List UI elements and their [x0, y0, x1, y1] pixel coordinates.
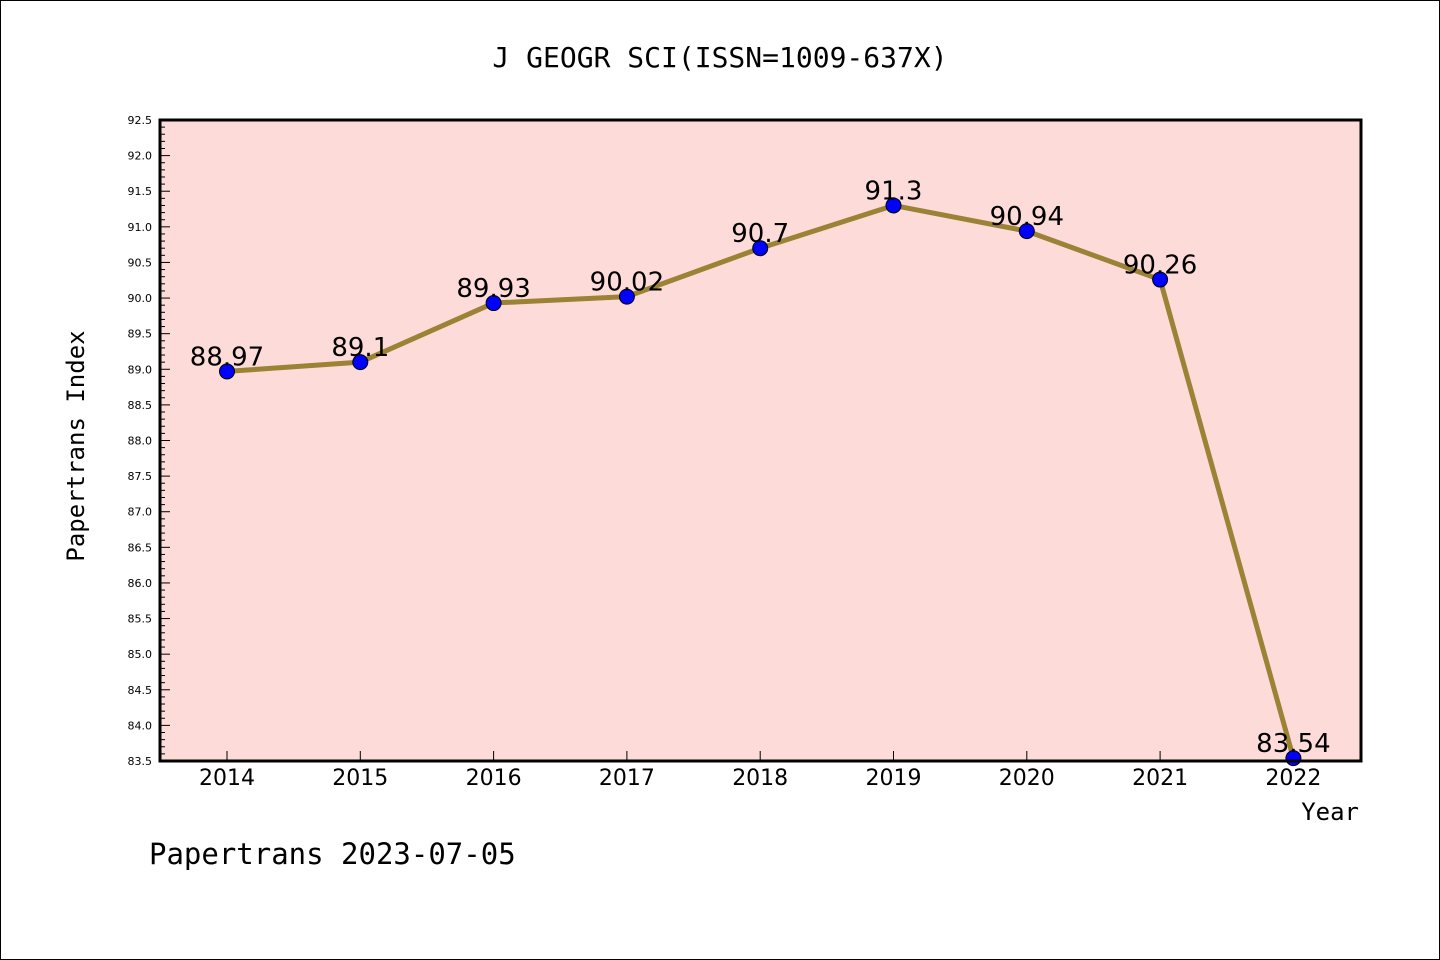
y-tick-label: 90.0: [128, 292, 153, 305]
x-tick-label: 2020: [999, 766, 1055, 791]
data-label: 90.94: [990, 202, 1064, 232]
x-tick-label: 2016: [466, 766, 522, 791]
y-tick-label: 83.5: [128, 755, 153, 768]
y-tick-label: 84.5: [128, 684, 153, 697]
data-point: [618, 288, 635, 305]
data-label: 88.97: [190, 342, 264, 372]
plot-border: [158, 118, 1363, 763]
y-tick-label: 84.0: [128, 719, 153, 732]
data-label: 91.3: [865, 176, 923, 206]
series-papertrans-index: 88.97 89.1 89.93 90.02 90.7 91.3 90.94 90.26 83.…: [190, 176, 1331, 767]
data-point: [219, 363, 235, 380]
y-tick-label: 91.5: [128, 185, 153, 198]
data-point: [352, 354, 369, 371]
y-tick-label: 90.5: [128, 256, 153, 269]
data-point: [1018, 223, 1035, 240]
y-tick-label: 87.0: [128, 506, 153, 519]
x-tick-label: 2014: [199, 766, 255, 791]
data-point: [1152, 271, 1169, 288]
x-tick-label: 2015: [332, 766, 388, 791]
y-tick-label: 85.5: [128, 613, 153, 626]
x-axis-ticks: 2014 2015 2016 2017 2018 2019 2020 2021 2022: [199, 751, 1321, 791]
y-tick-label: 89.0: [128, 363, 153, 376]
x-axis-title: Year: [1301, 798, 1359, 826]
y-axis-title: Papertrans Index: [62, 330, 90, 561]
x-tick-label: 2021: [1132, 766, 1188, 791]
x-tick-label: 2019: [866, 766, 922, 791]
data-label: 89.93: [456, 274, 530, 304]
y-axis-ticks: 83.5 84.0 84.5 85.0 85.5 86.0 86.5 87.0 87.5 88.0…: [128, 114, 170, 768]
y-tick-label: 86.0: [128, 577, 153, 590]
y-tick-label: 85.0: [128, 648, 153, 661]
x-tick-label: 2017: [599, 766, 655, 791]
y-tick-label: 91.0: [128, 221, 153, 234]
y-tick-label: 92.5: [128, 114, 153, 127]
y-tick-label: 87.5: [128, 470, 153, 483]
y-tick-label: 92.0: [128, 150, 153, 163]
y-tick-label: 86.5: [128, 541, 153, 554]
x-tick-label: 2018: [732, 766, 788, 791]
plot-area: [160, 120, 1361, 761]
data-label: 90.26: [1123, 251, 1197, 281]
data-label: 90.02: [590, 268, 664, 298]
x-tick-label: 2022: [1265, 766, 1321, 791]
y-tick-label: 89.5: [128, 328, 153, 341]
chart-title: J GEOGR SCI(ISSN=1009-637X): [492, 41, 947, 74]
data-label: 90.7: [731, 219, 789, 249]
y-tick-label: 88.5: [128, 399, 153, 412]
data-point: [752, 240, 769, 257]
data-point: [485, 295, 502, 312]
footer-credit: Papertrans 2023-07-05: [149, 837, 516, 871]
data-label: 83.54: [1256, 729, 1330, 759]
y-tick-label: 88.0: [128, 435, 153, 448]
data-point: [885, 197, 902, 214]
data-label: 89.1: [331, 333, 389, 363]
